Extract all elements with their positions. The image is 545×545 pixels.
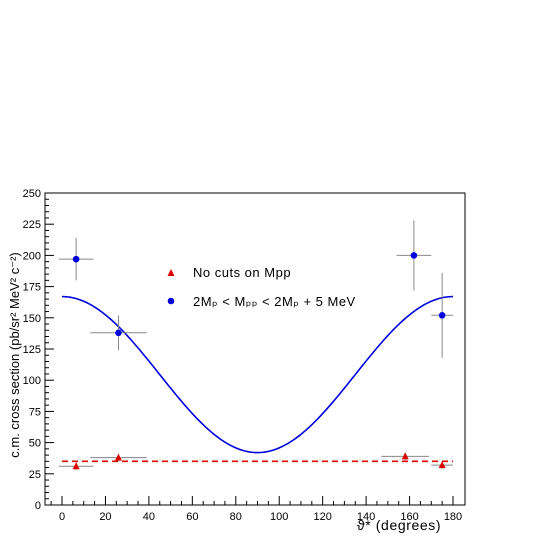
y-tick-label: 225	[23, 219, 41, 231]
y-axis-label: c.m. cross section (pb/sr² MeV² c⁻²)	[7, 252, 22, 458]
data-point-circle	[438, 312, 446, 319]
x-tick-label: 100	[270, 511, 288, 523]
plot-frame	[44, 192, 466, 506]
x-tick-label: 40	[143, 511, 155, 523]
legend-marker-triangle	[167, 269, 175, 276]
legend-label-no-cuts: No cuts on Mpp	[193, 265, 291, 280]
y-tick-label: 125	[23, 344, 41, 356]
x-tick-label: 0	[59, 511, 65, 523]
y-tick-label: 175	[23, 282, 41, 294]
y-tick-label: 75	[29, 406, 41, 418]
y-tick-label: 0	[35, 500, 41, 512]
x-tick-label: 180	[444, 511, 462, 523]
y-tick-label: 250	[23, 188, 41, 200]
x-tick-label: 60	[186, 511, 198, 523]
fit-curve	[61, 295, 454, 454]
y-tick-label: 200	[23, 250, 41, 262]
data-point-circle	[115, 329, 122, 337]
plot-axes: 0 25 50 75 100 125 150 175 200 225 250 0 20 40 60 80 100…	[23, 188, 466, 523]
y-tick-label: 100	[23, 375, 41, 387]
legend-marker-circle	[167, 297, 175, 305]
x-tick-label: 120	[313, 511, 331, 523]
y-tick-label: 25	[29, 469, 41, 481]
data-point-triangle	[401, 452, 409, 460]
data-point-circle	[72, 255, 80, 263]
x-tick-label: 140	[357, 511, 375, 523]
data-point-triangle	[438, 461, 446, 469]
plot-marks	[58, 220, 454, 471]
y-tick-label: 50	[29, 438, 41, 450]
legend-label-mass-cut: 2Mₚ < Mₚₚ < 2Mₚ + 5 MeV	[193, 294, 356, 309]
x-tick-label: 160	[400, 511, 418, 523]
data-point-triangle	[72, 462, 80, 470]
x-tick-label: 20	[99, 511, 111, 523]
legend: No cuts on Mpp 2Mₚ < Mₚₚ < 2Mₚ + 5 MeV	[167, 265, 356, 309]
data-point-triangle	[114, 453, 122, 461]
y-tick-label: 150	[23, 313, 41, 325]
x-axis-label: ϑ* (degrees)	[357, 517, 441, 533]
x-tick-label: 80	[230, 511, 242, 523]
data-point-circle	[410, 252, 418, 259]
